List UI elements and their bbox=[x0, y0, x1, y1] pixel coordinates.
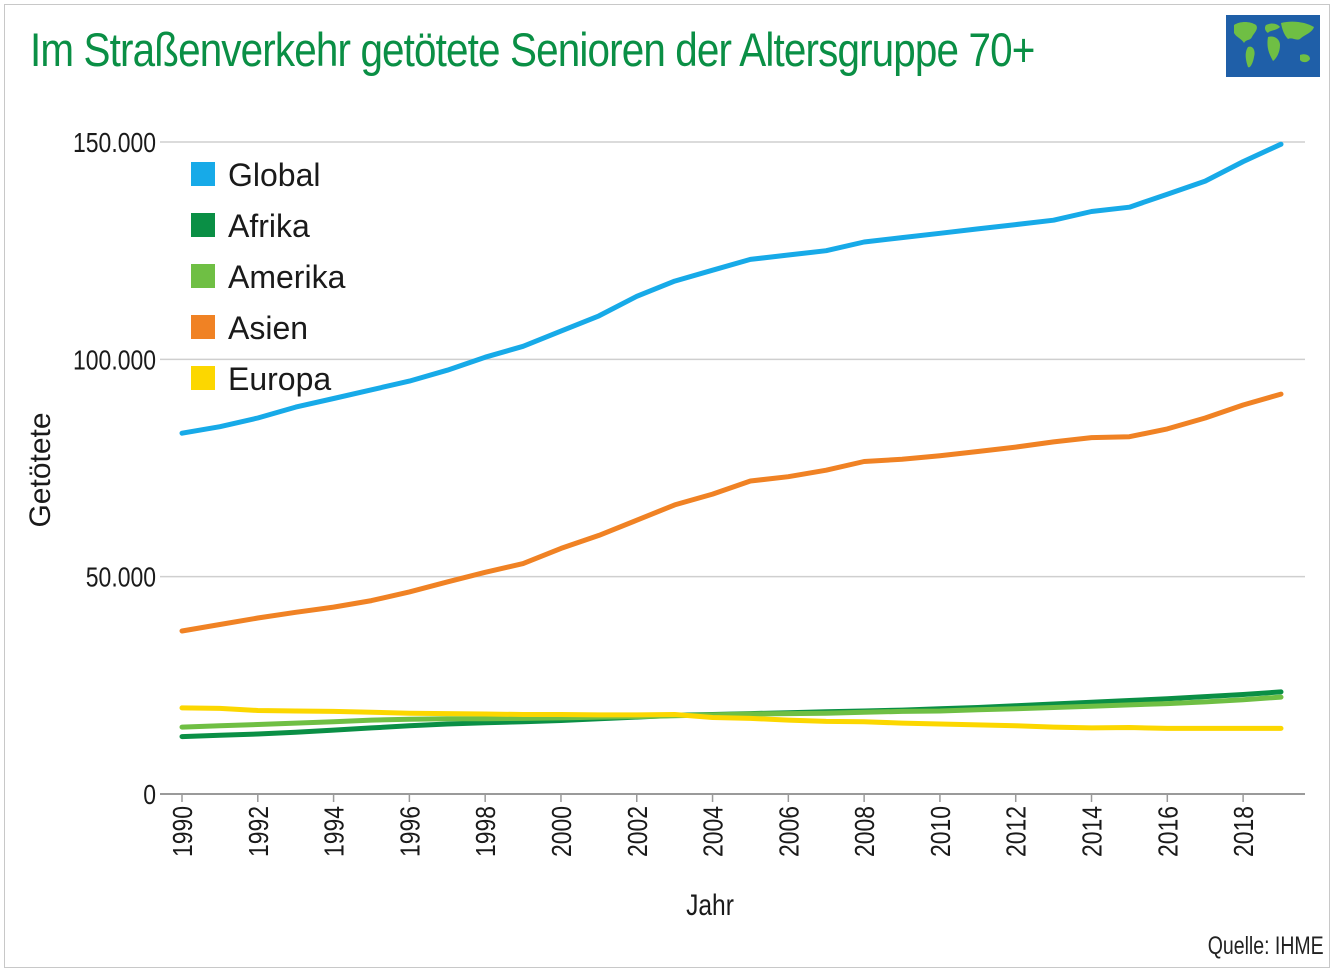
x-tick-label: 2012 bbox=[1002, 806, 1033, 857]
legend-label-europa: Europa bbox=[228, 361, 331, 397]
x-tick-label: 2002 bbox=[623, 806, 654, 857]
legend-swatch-asien bbox=[191, 315, 215, 339]
x-tick-label: 1990 bbox=[168, 806, 199, 857]
x-axis-title: Jahr bbox=[686, 888, 734, 922]
world-map-icon bbox=[1226, 15, 1320, 77]
x-tick-label: 1998 bbox=[471, 806, 502, 857]
x-tick-label: 2008 bbox=[850, 806, 881, 857]
chart-title: Im Straßenverkehr getötete Senioren der … bbox=[30, 23, 1035, 76]
chart-frame bbox=[4, 4, 1330, 968]
x-tick-label: 1994 bbox=[320, 806, 351, 857]
legend-swatch-global bbox=[191, 162, 215, 186]
series-line-global bbox=[179, 141, 1284, 436]
x-tick-label: 1992 bbox=[244, 806, 275, 857]
x-tick-label: 2016 bbox=[1153, 806, 1184, 857]
y-tick-label: 100.000 bbox=[73, 345, 156, 376]
x-tick-label: 2010 bbox=[926, 806, 957, 857]
y-axis-title: Getötete bbox=[24, 412, 57, 527]
legend-swatch-afrika bbox=[191, 213, 215, 237]
x-tick-label: 2006 bbox=[774, 806, 805, 857]
legend-swatch-europa bbox=[191, 366, 215, 390]
x-tick-label: 2004 bbox=[698, 806, 729, 857]
series-line-europa bbox=[179, 705, 1284, 731]
source-note: Quelle: IHME bbox=[1208, 932, 1324, 960]
series-line-amerika bbox=[179, 694, 1284, 730]
x-tick-label: 1996 bbox=[395, 806, 426, 857]
y-tick-label: 0 bbox=[143, 780, 156, 811]
legend-label-afrika: Afrika bbox=[228, 208, 310, 244]
y-tick-label: 50.000 bbox=[86, 563, 156, 594]
x-tick-label: 2000 bbox=[547, 806, 578, 857]
y-tick-label: 150.000 bbox=[73, 128, 156, 159]
legend-label-amerika: Amerika bbox=[228, 259, 346, 295]
legend-swatch-amerika bbox=[191, 264, 215, 288]
series-line-asien bbox=[179, 391, 1284, 634]
legend-label-asien: Asien bbox=[228, 310, 308, 346]
legend-label-global: Global bbox=[228, 157, 321, 193]
x-tick-label: 2018 bbox=[1229, 806, 1260, 857]
x-tick-label: 2014 bbox=[1077, 806, 1108, 857]
